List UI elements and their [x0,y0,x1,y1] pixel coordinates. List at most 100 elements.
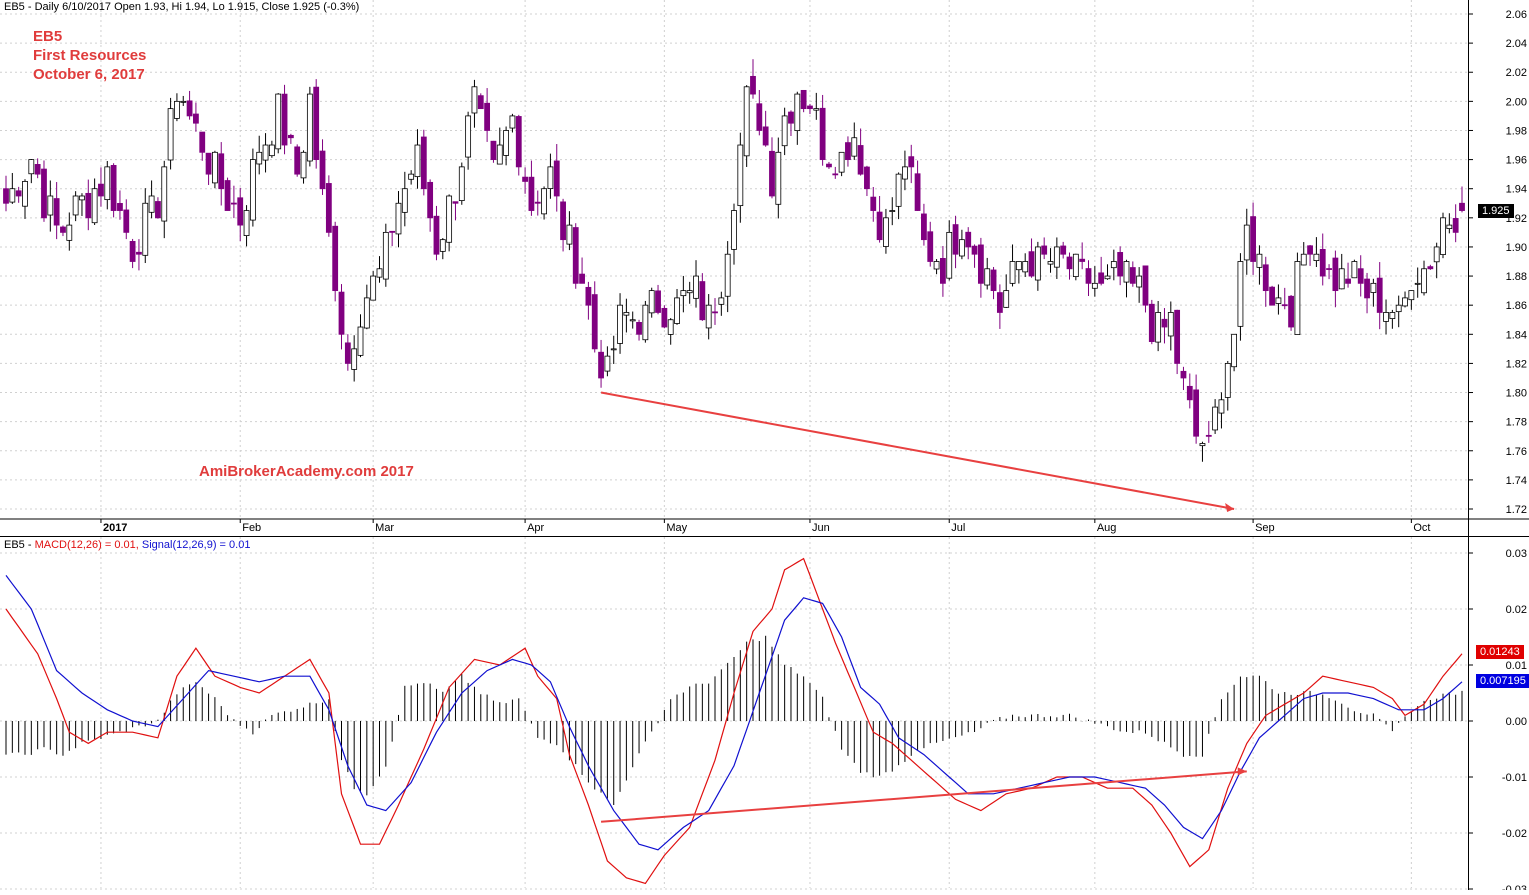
candle [1383,299,1389,335]
candle [376,256,383,283]
candle [845,136,851,167]
candle-body [1072,253,1079,277]
candle [572,223,579,289]
candle-body [1281,304,1288,307]
candle-body [300,151,307,179]
candle [167,97,174,170]
candle [705,294,712,340]
candle-body [1193,389,1200,437]
candle [262,133,269,173]
candle-body [857,145,864,175]
signal-value-tag: 0.007195 [1476,674,1529,688]
candle-body [1060,245,1067,255]
candle-body [408,173,415,180]
price-tick-label: 2.00 [1506,96,1527,108]
candle-body [22,181,28,207]
candle [1104,264,1111,280]
candle [826,161,832,169]
candle [104,161,111,210]
candle [788,110,794,136]
candle-body [60,226,66,233]
candles [3,59,1465,462]
candle-body [1275,297,1282,304]
candle [1060,241,1067,259]
candle-body [737,144,744,207]
candle-body [1383,312,1389,322]
candle [1041,237,1048,260]
candle-body [680,290,687,297]
candle [1446,213,1453,234]
candle-body [648,290,655,314]
candle-body [598,351,604,379]
candle [256,135,263,175]
candle [515,114,522,176]
price-tick-label: 1.72 [1506,504,1527,516]
macd-series-line [5,557,1463,885]
candle [800,89,807,113]
company-annotation: First Resources [33,47,147,64]
price-axis: 1.72 1.74 1.76 1.78 1.80 1.82 1.84 1.86 1.88 1.90… [1468,9,1527,516]
candle [743,85,750,167]
x-tick-label: Aug [1097,522,1117,534]
candle-body [642,304,649,341]
candle [674,288,680,325]
candle [180,95,187,106]
candle [585,281,592,320]
candle-body [1389,312,1396,320]
candle-body [1402,297,1408,307]
candle [1421,260,1427,296]
candle-body [34,164,41,175]
candle-body [1326,268,1332,270]
candle [389,230,396,247]
macd-tick-label: -0.02 [1502,828,1527,840]
candle-body [370,275,377,301]
candle [636,319,642,341]
candle-body [522,176,528,182]
candle [1148,299,1155,345]
candle [300,150,307,184]
candle-body [762,126,769,146]
candle-body [167,108,174,161]
candle-body [883,217,889,247]
candle-body [566,224,573,245]
candle-body [623,312,630,316]
candle [889,197,896,226]
candle-body [224,180,231,211]
candle [984,257,991,290]
candle [1186,373,1193,409]
candle [522,167,528,194]
candle-body [351,348,358,370]
candle [1034,241,1041,291]
candle [547,153,554,199]
candle-body [1332,257,1339,292]
candle [212,150,218,189]
candle-body [1161,318,1168,328]
candle [1414,267,1421,298]
macd-title: EB5 - MACD(12,26) = 0.01, Signal(12,26,9… [4,539,250,551]
candle-body [1433,246,1440,263]
candle-body [1028,251,1035,277]
candle [351,335,358,382]
macd-lines [5,557,1463,885]
candle-body [946,231,953,279]
candle-body [889,210,896,212]
macd-value-tag: 0.01243 [1476,645,1524,659]
candle-body [110,165,117,211]
candle-body [446,195,453,243]
candle [946,220,953,281]
candle-body [1009,261,1016,284]
candle-body [553,160,560,197]
watermark: AmiBrokerAcademy.com 2017 [199,463,414,480]
candle [648,287,655,318]
candle-body [1218,399,1225,414]
candle [598,339,604,388]
candle [667,318,674,345]
candle [819,94,826,166]
candle-body [965,231,972,248]
candle-body [477,95,484,110]
candle-body [344,342,351,364]
candle-body [693,275,699,299]
candle [1218,392,1225,429]
candle [98,167,104,207]
